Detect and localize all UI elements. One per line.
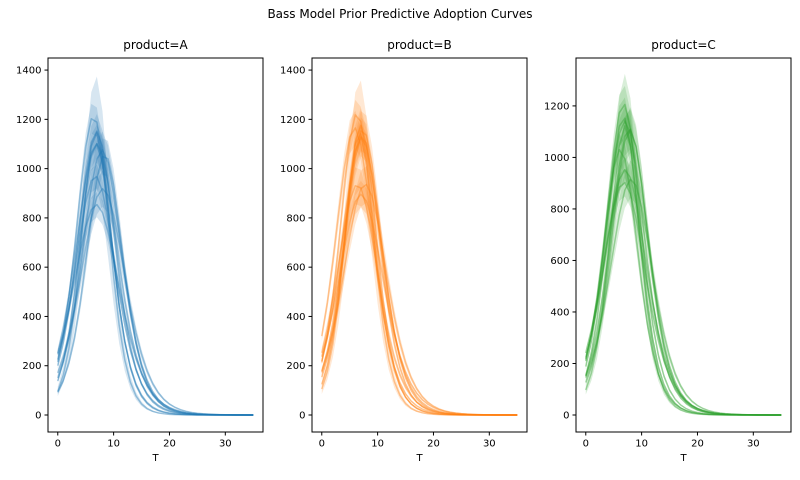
prior-predictive-curve (57, 149, 254, 416)
x-tick-label: 30 (219, 439, 232, 450)
subplot-b: 0 10 20 30 0 200 400 600 800 1000 1200 1400 (280, 57, 528, 450)
subplot-title-b: product=B (387, 38, 452, 52)
prior-predictive-band (57, 76, 254, 415)
y-tick-label: 1400 (280, 66, 305, 77)
y-tick-label: 400 (286, 312, 305, 323)
prior-predictive-curve (57, 175, 254, 416)
prior-predictive-curve (321, 130, 518, 416)
prior-predictive-band (57, 130, 254, 416)
x-tick-label: 20 (163, 439, 176, 450)
prior-predictive-curve (585, 103, 782, 416)
y-tick-label: 0 (563, 411, 569, 422)
y-tick-label: 400 (22, 312, 41, 323)
axes-spines (47, 57, 264, 433)
prior-predictive-band (57, 191, 254, 415)
prior-predictive-curve (321, 135, 518, 416)
prior-predictive-curve (585, 168, 782, 416)
prior-predictive-band (585, 97, 782, 415)
x-tick-label: 10 (635, 439, 648, 450)
prior-predictive-curve (57, 142, 254, 416)
x-axis-label-b: T (416, 453, 423, 464)
y-tick-label: 1000 (544, 153, 569, 164)
x-axis-label-a: T (152, 453, 159, 464)
prior-predictive-curve (57, 130, 254, 416)
subplot-c: 0 10 20 30 0 200 400 600 800 1000 1200 (544, 57, 792, 450)
subplot-a: 0 10 20 30 0 200 400 600 800 1000 1200 1400 (16, 57, 264, 450)
y-tick-label: 1200 (544, 101, 569, 112)
x-tick-label: 10 (371, 439, 384, 450)
prior-predictive-band (321, 123, 518, 415)
y-tick-label: 800 (550, 204, 569, 215)
prior-predictive-curve (321, 185, 518, 416)
prior-predictive-band (321, 99, 518, 416)
y-tick-label: 400 (550, 307, 569, 318)
prior-predictive-curve (321, 114, 518, 416)
x-axis-label-c: T (680, 453, 687, 464)
y-tick-label: 1200 (280, 115, 305, 126)
prior-predictive-curve (585, 178, 782, 416)
prior-predictive-band (585, 85, 782, 415)
y-tick-label: 200 (550, 359, 569, 370)
prior-predictive-curve (57, 143, 254, 416)
y-tick-label: 1000 (280, 164, 305, 175)
y-tick-label: 0 (35, 411, 41, 422)
prior-predictive-band (57, 164, 254, 415)
y-tick-label: 1200 (16, 115, 41, 126)
prior-predictive-band (57, 124, 254, 415)
y-tick-label: 1000 (16, 164, 41, 175)
x-tick-label: 0 (55, 439, 61, 450)
x-tick-label: 0 (583, 439, 589, 450)
axes-spines (311, 57, 528, 433)
prior-predictive-curve (585, 117, 782, 416)
prior-predictive-curve (57, 187, 254, 416)
x-tick-label: 20 (427, 439, 440, 450)
prior-predictive-curve (57, 203, 254, 416)
y-tick-label: 600 (550, 256, 569, 267)
prior-predictive-band (585, 133, 782, 415)
figure-title: Bass Model Prior Predictive Adoption Cur… (267, 7, 533, 21)
prior-predictive-curve (585, 125, 782, 416)
x-tick-label: 0 (319, 439, 325, 450)
prior-predictive-curve (321, 183, 518, 416)
prior-predictive-curve (57, 155, 254, 416)
prior-predictive-curve (585, 129, 782, 416)
y-tick-label: 800 (286, 213, 305, 224)
y-tick-label: 200 (22, 361, 41, 372)
y-tick-label: 0 (299, 411, 305, 422)
y-tick-label: 1400 (16, 66, 41, 77)
prior-predictive-band (585, 73, 782, 416)
prior-predictive-curve (321, 136, 518, 416)
prior-predictive-curve (585, 181, 782, 416)
x-tick-label: 10 (107, 439, 120, 450)
prior-predictive-curve (585, 128, 782, 416)
y-tick-label: 600 (22, 263, 41, 274)
prior-predictive-curve (321, 124, 518, 416)
prior-predictive-band (321, 167, 518, 415)
prior-predictive-curve (321, 193, 518, 416)
prior-predictive-curve (321, 127, 518, 416)
prior-predictive-curve (585, 148, 782, 416)
prior-predictive-curve (321, 133, 518, 416)
subplot-title-a: product=A (123, 38, 188, 52)
prior-predictive-curve (57, 117, 254, 416)
prior-predictive-curve (57, 132, 254, 416)
subplot-title-c: product=C (651, 38, 716, 52)
y-tick-label: 600 (286, 263, 305, 274)
axes-spines (575, 57, 792, 433)
y-tick-label: 800 (22, 213, 41, 224)
x-tick-label: 30 (483, 439, 496, 450)
x-tick-label: 30 (747, 439, 760, 450)
prior-predictive-curve (585, 120, 782, 416)
y-tick-label: 200 (286, 361, 305, 372)
prior-predictive-band (321, 108, 518, 415)
x-tick-label: 20 (691, 439, 704, 450)
